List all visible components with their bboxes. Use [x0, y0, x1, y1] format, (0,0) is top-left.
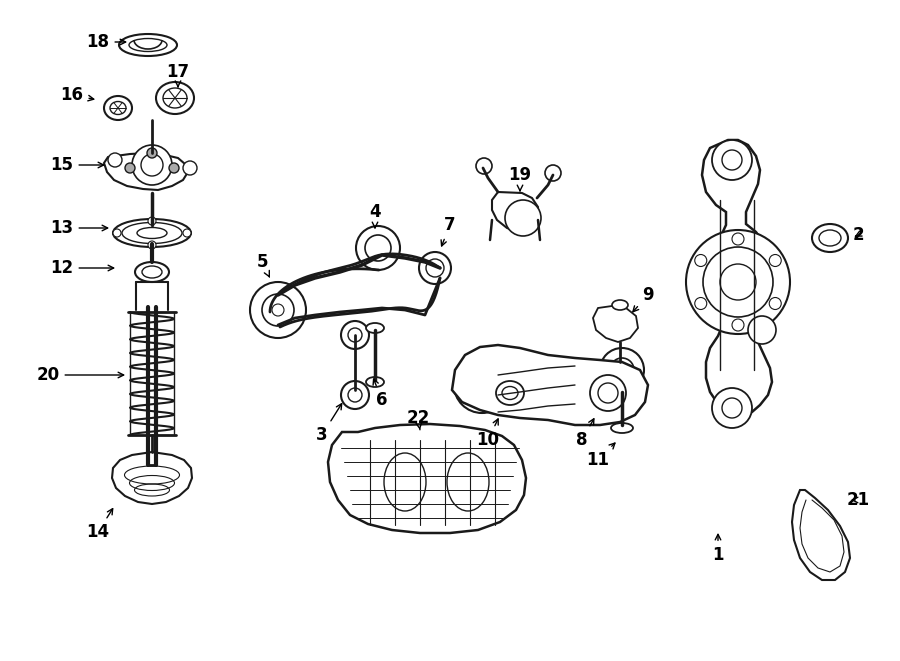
- Ellipse shape: [135, 262, 169, 282]
- Ellipse shape: [812, 224, 848, 252]
- Ellipse shape: [122, 223, 182, 243]
- Ellipse shape: [110, 102, 126, 114]
- Circle shape: [686, 230, 790, 334]
- Text: 15: 15: [50, 156, 104, 174]
- Circle shape: [125, 163, 135, 173]
- Text: 21: 21: [846, 491, 869, 509]
- Text: 17: 17: [166, 63, 190, 87]
- Circle shape: [148, 241, 156, 249]
- Circle shape: [466, 369, 498, 401]
- Text: 8: 8: [576, 419, 594, 449]
- Circle shape: [722, 398, 742, 418]
- Text: 3: 3: [316, 404, 342, 444]
- Circle shape: [770, 297, 781, 309]
- Ellipse shape: [612, 300, 628, 310]
- Circle shape: [600, 348, 644, 392]
- Polygon shape: [702, 140, 772, 415]
- Text: 16: 16: [60, 86, 94, 104]
- Ellipse shape: [496, 381, 524, 405]
- Text: 6: 6: [374, 379, 388, 409]
- Ellipse shape: [113, 219, 191, 247]
- Ellipse shape: [366, 377, 384, 387]
- Circle shape: [454, 357, 510, 413]
- Text: 19: 19: [508, 166, 532, 191]
- Circle shape: [598, 383, 618, 403]
- Polygon shape: [593, 306, 638, 342]
- Text: 22: 22: [407, 409, 429, 430]
- Text: 20: 20: [36, 366, 123, 384]
- Circle shape: [365, 235, 391, 261]
- Circle shape: [748, 316, 776, 344]
- Ellipse shape: [819, 230, 841, 246]
- Circle shape: [356, 226, 400, 270]
- Text: 2: 2: [852, 226, 864, 244]
- Text: 1: 1: [712, 534, 724, 564]
- Ellipse shape: [137, 227, 167, 239]
- Circle shape: [341, 321, 369, 349]
- Circle shape: [720, 264, 756, 300]
- Text: 11: 11: [587, 443, 615, 469]
- Circle shape: [476, 158, 492, 174]
- Circle shape: [272, 304, 284, 316]
- Ellipse shape: [163, 88, 187, 108]
- Text: 12: 12: [50, 259, 113, 277]
- Circle shape: [545, 165, 561, 181]
- Circle shape: [250, 282, 306, 338]
- Polygon shape: [452, 345, 648, 425]
- Text: 14: 14: [86, 509, 112, 541]
- Ellipse shape: [104, 96, 132, 120]
- Text: 9: 9: [633, 286, 653, 312]
- Polygon shape: [792, 490, 850, 580]
- Circle shape: [262, 294, 294, 326]
- Polygon shape: [492, 192, 538, 232]
- Ellipse shape: [611, 423, 633, 433]
- Circle shape: [590, 375, 626, 411]
- Ellipse shape: [502, 387, 518, 399]
- Ellipse shape: [366, 323, 384, 333]
- Circle shape: [732, 319, 744, 331]
- Text: 4: 4: [369, 203, 381, 227]
- Ellipse shape: [129, 38, 167, 52]
- Circle shape: [695, 297, 707, 309]
- Circle shape: [419, 252, 451, 284]
- Circle shape: [108, 153, 122, 167]
- Polygon shape: [104, 153, 188, 190]
- Text: 7: 7: [441, 216, 455, 246]
- Circle shape: [732, 233, 744, 245]
- Circle shape: [141, 154, 163, 176]
- Circle shape: [722, 150, 742, 170]
- Ellipse shape: [142, 266, 162, 278]
- Circle shape: [770, 254, 781, 266]
- Circle shape: [148, 217, 156, 225]
- Circle shape: [703, 247, 773, 317]
- Circle shape: [348, 328, 362, 342]
- Ellipse shape: [156, 82, 194, 114]
- Circle shape: [712, 388, 752, 428]
- Polygon shape: [328, 424, 526, 533]
- Circle shape: [183, 161, 197, 175]
- Circle shape: [348, 388, 362, 402]
- Text: 18: 18: [86, 33, 126, 51]
- Circle shape: [712, 140, 752, 180]
- Circle shape: [426, 259, 444, 277]
- Polygon shape: [112, 452, 192, 504]
- Circle shape: [505, 200, 541, 236]
- Text: 5: 5: [256, 253, 269, 277]
- Circle shape: [610, 358, 634, 382]
- Circle shape: [132, 145, 172, 185]
- Circle shape: [113, 229, 121, 237]
- Text: 10: 10: [476, 419, 500, 449]
- Circle shape: [169, 163, 179, 173]
- Ellipse shape: [119, 34, 177, 56]
- Circle shape: [183, 229, 191, 237]
- Text: 13: 13: [50, 219, 108, 237]
- Circle shape: [695, 254, 707, 266]
- Circle shape: [147, 148, 157, 158]
- Circle shape: [341, 381, 369, 409]
